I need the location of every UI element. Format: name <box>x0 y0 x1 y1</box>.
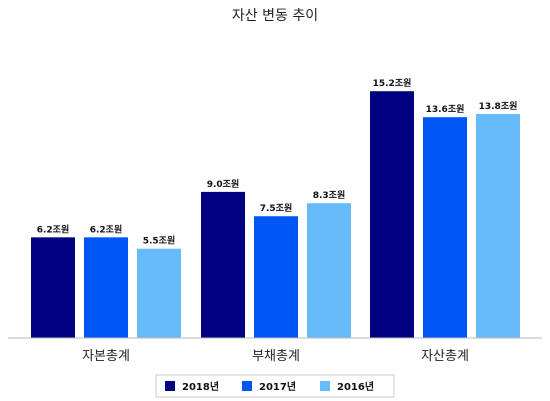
bar-3-3 <box>476 113 520 338</box>
bar-3-2 <box>423 117 467 338</box>
data-label-3-3: 13.8조원 <box>479 100 518 112</box>
legend-swatch-2 <box>242 381 252 391</box>
bar-1-1 <box>31 237 75 338</box>
bar-2-2 <box>254 216 298 338</box>
category-labels: 자본총계 부채총계 자산총계 <box>82 349 469 364</box>
bar-group: 6.2조원 6.2조원 5.5조원 9.0조원 7.5조원 8.3조원 15.2조원 13.6… <box>31 77 520 338</box>
legend-label-3: 2016년 <box>337 380 374 393</box>
data-label-2-3: 8.3조원 <box>313 189 346 201</box>
data-label-2-1: 9.0조원 <box>207 178 240 190</box>
data-label-3-1: 15.2조원 <box>373 77 412 89</box>
chart-title: 자산 변동 추이 <box>232 8 318 24</box>
legend-box <box>155 374 395 398</box>
data-label-1-2: 6.2조원 <box>90 223 123 235</box>
legend-label-1: 2018년 <box>182 380 219 393</box>
bar-1-2 <box>84 237 128 338</box>
category-label-3: 자산총계 <box>421 349 469 364</box>
data-label-1-1: 6.2조원 <box>37 223 70 235</box>
category-label-2: 부채총계 <box>252 349 300 364</box>
category-label-1: 자본총계 <box>82 349 130 364</box>
data-label-2-2: 7.5조원 <box>260 202 293 214</box>
legend: 2018년 2017년 2016년 <box>165 380 374 393</box>
bar-2-1 <box>201 191 245 338</box>
bar-1-3 <box>137 248 181 338</box>
data-label-3-2: 13.6조원 <box>426 103 465 115</box>
legend-swatch-1 <box>165 381 175 391</box>
bar-2-3 <box>307 203 351 338</box>
data-label-1-3: 5.5조원 <box>143 235 176 247</box>
legend-label-2: 2017년 <box>259 380 296 393</box>
bar-3-1 <box>370 91 414 338</box>
legend-swatch-3 <box>320 381 330 391</box>
